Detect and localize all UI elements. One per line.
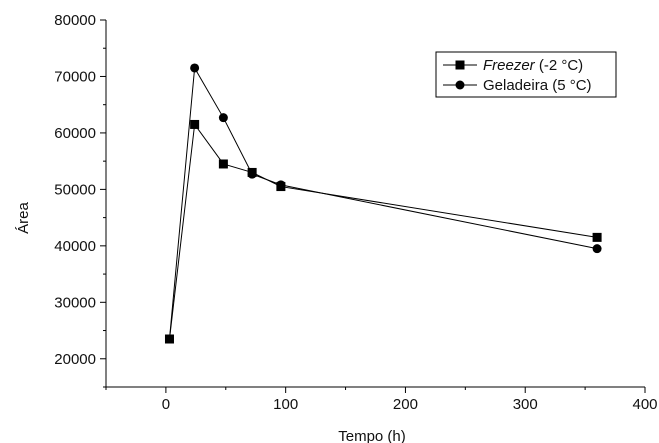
y-tick-label: 60000 [54,125,96,142]
legend-box [435,51,617,98]
circle-marker [276,180,286,190]
legend-label-part: (-2 °C) [535,57,584,74]
series-2 [164,63,602,344]
y-axis: 20000 30000 40000 50000 60000 70000 80000 [54,12,107,388]
legend-entry: Geladeira (5 °C) [443,77,592,94]
legend-label: Geladeira (5 °C) [483,77,592,94]
circle-marker [247,169,257,179]
y-tick-label: 80000 [54,12,96,29]
legend-label: Freezer (-2 °C) [483,57,583,74]
series-line [168,66,598,340]
x-tick-label: 200 [393,396,418,413]
square-marker [190,119,200,129]
legend: Freezer (-2 °C) Geladeira (5 °C) [435,51,617,98]
circle-marker [218,113,228,123]
series-line [168,123,598,340]
legend-marker [455,60,465,70]
y-tick-label: 70000 [54,68,96,85]
square-marker [218,159,228,169]
legend-entry: Freezer (-2 °C) [443,57,583,74]
y-tick-label: 40000 [54,238,96,255]
series-1 [164,119,602,344]
x-tick-label: 100 [273,396,298,413]
y-axis-title: Área [15,202,32,234]
y-tick-label: 30000 [54,294,96,311]
y-tick-label: 20000 [54,351,96,368]
square-marker [592,232,602,242]
x-tick-label: 400 [632,396,657,413]
circle-marker [592,244,602,254]
legend-label-part: Geladeira (5 °C) [483,77,592,94]
x-axis: 0 100 200 300 400 [105,386,658,413]
x-tick-label: 300 [513,396,538,413]
x-tick-label: 0 [162,396,170,413]
circle-marker [164,334,174,344]
legend-marker [455,80,465,90]
x-axis-title: Tempo (h) [338,428,406,443]
circle-marker [190,63,200,73]
legend-label-part: Freezer [483,57,536,74]
y-tick-label: 50000 [54,181,96,198]
series-group [164,63,602,344]
